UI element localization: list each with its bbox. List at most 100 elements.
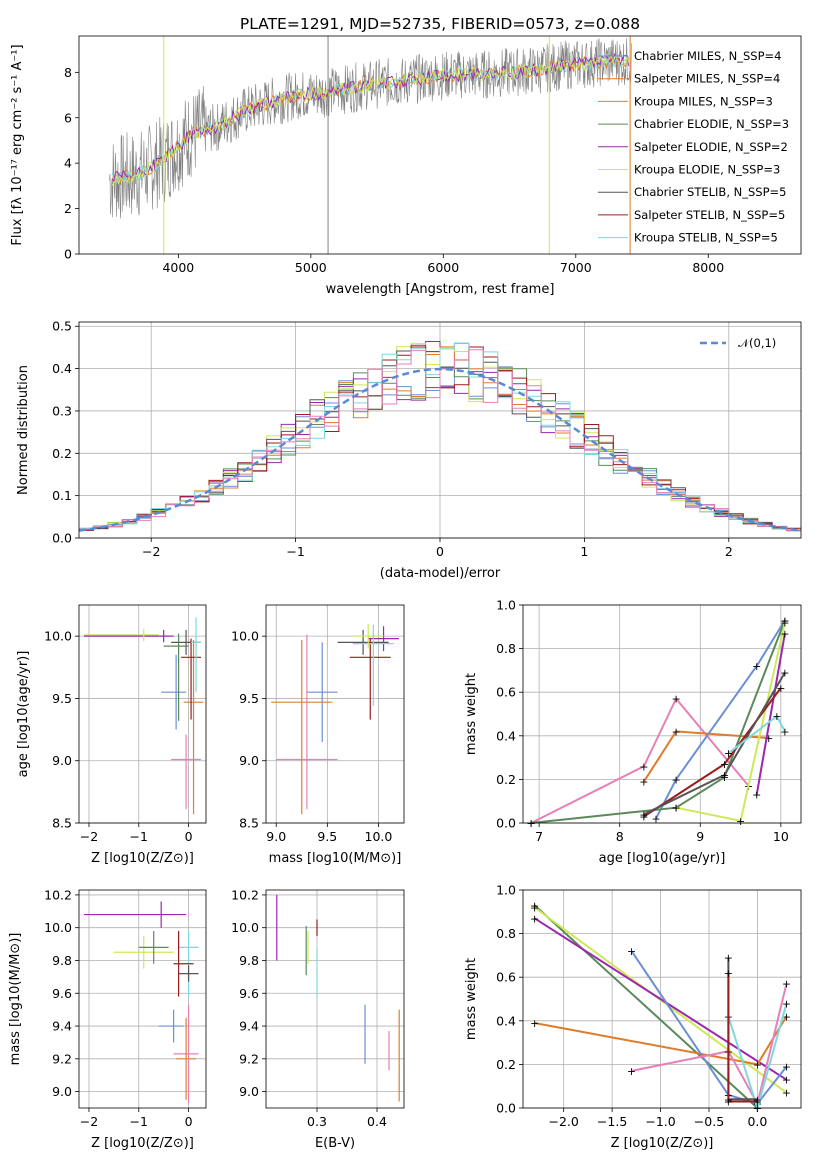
weight-marker: + xyxy=(530,899,539,912)
weight-line xyxy=(755,633,786,795)
weight-marker: + xyxy=(526,817,535,830)
y-tick-label: 1.0 xyxy=(496,883,516,898)
y-tick-label: 0.0 xyxy=(496,1101,516,1116)
weight-marker: + xyxy=(530,901,539,914)
x-tick-label: 8000 xyxy=(692,260,724,275)
axes-frame xyxy=(522,604,802,824)
y-tick-label: 9.0 xyxy=(239,753,259,768)
y-tick-label: 9.0 xyxy=(52,1084,72,1099)
y-tick-label: 10.0 xyxy=(44,629,72,644)
x-axis-label: Z [log10(Z/Z⊙)] xyxy=(91,851,194,866)
weight-marker: + xyxy=(780,616,789,629)
x-tick-label: −2 xyxy=(142,544,160,559)
y-tick-label: 0.8 xyxy=(496,926,516,941)
weight-marker: + xyxy=(671,693,680,706)
x-tick-label: 10.0 xyxy=(365,829,393,844)
axes-frame xyxy=(522,889,802,1109)
y-tick-label: 10.0 xyxy=(231,629,259,644)
weight-marker: + xyxy=(530,912,539,925)
weight-marker: + xyxy=(526,817,535,830)
weight-marker: + xyxy=(639,808,648,821)
y-tick-label: 9.2 xyxy=(52,1051,72,1066)
weight-marker: + xyxy=(724,952,733,965)
axes-frame xyxy=(78,889,207,1109)
weight-marker: + xyxy=(752,789,761,802)
weight-marker: + xyxy=(651,813,660,826)
x-tick-label: 0.3 xyxy=(307,1114,327,1129)
y-axis-label: Flux [fλ 10⁻¹⁷ erg cm⁻² s⁻¹ A⁻¹] xyxy=(10,44,25,245)
y-tick-label: 9.5 xyxy=(52,691,72,706)
x-tick-label: −1.0 xyxy=(645,1114,675,1129)
y-axis-label: mass weight xyxy=(464,673,479,755)
x-tick-label: −1 xyxy=(130,1114,148,1129)
weight-marker: + xyxy=(764,732,773,745)
y-tick-label: 10.2 xyxy=(231,887,259,902)
x-tick-label: 7000 xyxy=(560,260,592,275)
x-tick-label: −2 xyxy=(80,829,98,844)
weight-marker: + xyxy=(724,967,733,980)
weight-marker: + xyxy=(753,1095,762,1108)
y-tick-label: 8.5 xyxy=(52,816,72,831)
weight-marker: + xyxy=(627,945,636,958)
x-tick-label: 9.0 xyxy=(266,829,286,844)
x-tick-label: 0 xyxy=(436,544,444,559)
y-tick-label: 0.2 xyxy=(496,1057,516,1072)
residual-histogram-panel: −2 −1 0 1 2 0.0 0.1 0.2 0.3 0.4 0.5 (data-model)/er… xyxy=(16,319,802,581)
legend-label: 𝒩(0,1) xyxy=(738,336,776,350)
y-axis-label: mass weight xyxy=(464,958,479,1040)
x-axis-label: E(B-V) xyxy=(315,1136,355,1151)
weight-marker: + xyxy=(639,776,648,789)
weight-line xyxy=(655,619,786,820)
x-tick-label: −2.0 xyxy=(549,1114,579,1129)
weight-marker: + xyxy=(671,802,680,815)
mass-vs-ebv-panel: 0.3 0.4 9.0 9.2 9.4 9.6 9.8 10.0 10.2 E(B-V) xyxy=(231,887,405,1151)
mass-vs-metallicity-panel: −2 −1 0 9.0 9.2 9.4 9.6 9.8 10.0 10.2 Z [log10(Z/Z… xyxy=(8,887,207,1151)
weight-marker: + xyxy=(780,667,789,680)
weight-marker: + xyxy=(780,627,789,640)
y-tick-label: 9.6 xyxy=(239,986,259,1001)
y-tick-label: 0.4 xyxy=(496,1013,516,1028)
x-tick-label: 0 xyxy=(185,1114,193,1129)
age-vs-metallicity-panel: −2 −1 0 8.5 9.0 9.5 10.0 Z [log10(Z/Z⊙)] age [lo… xyxy=(16,604,207,866)
y-tick-label: 1.0 xyxy=(496,598,516,613)
x-axis-label: wavelength [Angstrom, rest frame] xyxy=(326,282,555,297)
weight-marker: + xyxy=(639,760,648,773)
x-tick-label: −1 xyxy=(130,829,148,844)
y-tick-label: 0.5 xyxy=(52,319,72,334)
y-tick-label: 0.0 xyxy=(52,531,72,546)
weight-line xyxy=(727,972,758,1103)
x-tick-label: −2 xyxy=(80,1114,98,1129)
x-tick-label: 2 xyxy=(725,544,733,559)
axes-frame xyxy=(78,35,802,255)
y-tick-label: 0.1 xyxy=(52,488,72,503)
weight-marker: + xyxy=(772,710,781,723)
weight-marker: + xyxy=(720,771,729,784)
y-tick-label: 4 xyxy=(64,156,72,171)
y-axis-label: mass [log10(M/M⊙)] xyxy=(8,933,23,1066)
weight-marker: + xyxy=(627,1065,636,1078)
weight-marker: + xyxy=(782,1087,791,1100)
x-axis-label: age [log10(age/yr)] xyxy=(599,851,726,866)
weight-marker: + xyxy=(530,1017,539,1030)
weight-marker: + xyxy=(720,769,729,782)
weight-marker: + xyxy=(780,725,789,738)
x-tick-label: 4000 xyxy=(162,260,194,275)
weight-marker: + xyxy=(782,1074,791,1087)
y-tick-label: 0.6 xyxy=(496,970,516,985)
weight-marker: + xyxy=(776,682,785,695)
y-tick-label: 9.8 xyxy=(52,953,72,968)
weight-marker: + xyxy=(752,660,761,673)
x-axis-label: mass [log10(M/M⊙)] xyxy=(269,851,402,866)
x-tick-label: 0.0 xyxy=(747,1114,767,1129)
mass-weight-vs-age-panel: 7 8 9 10 0.0 0.2 0.4 0.6 0.8 1.0 age [log10(age/yr… xyxy=(464,598,802,866)
y-tick-label: 0.4 xyxy=(52,361,72,376)
weight-line xyxy=(533,904,759,1109)
x-tick-label: −0.5 xyxy=(694,1114,724,1129)
y-tick-label: 2 xyxy=(64,201,72,216)
x-axis-label: Z [log10(Z/Z⊙)] xyxy=(611,1136,714,1151)
legend-label: Chabrier STELIB, N_SSP=5 xyxy=(634,185,786,199)
x-tick-label: 8 xyxy=(616,829,624,844)
y-axis-label: Normed distribution xyxy=(16,365,31,495)
y-tick-label: 9.5 xyxy=(239,691,259,706)
